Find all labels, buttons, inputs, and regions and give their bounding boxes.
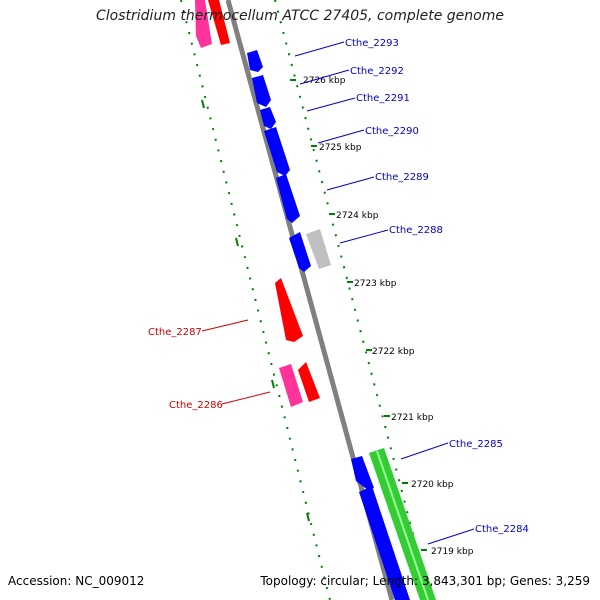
reverse-dotted-track <box>274 0 431 600</box>
kbp-label: 2720 kbp <box>411 480 454 490</box>
kbp-label: 2722 kbp <box>372 347 415 357</box>
label-connector <box>339 229 389 244</box>
other-feature-arrow-cthe-2288[interactable] <box>306 229 331 269</box>
label-connector <box>317 129 365 144</box>
gene-label-cthe-2287[interactable]: Cthe_2287 <box>148 327 202 338</box>
reverse-gene-features <box>247 50 436 600</box>
gene-label-cthe-2292[interactable]: Cthe_2292 <box>350 66 404 77</box>
label-connector <box>201 319 249 332</box>
rrna-feature-highlight <box>376 450 429 600</box>
label-connector <box>306 97 356 112</box>
kbp-label: 2725 kbp <box>319 143 362 153</box>
label-connector <box>400 442 449 460</box>
gene-label-cthe-2291[interactable]: Cthe_2291 <box>356 93 410 104</box>
kbp-label: 2723 kbp <box>354 279 397 289</box>
pseudo-gene-arrow[interactable] <box>195 0 212 48</box>
genome-title: Clostridium thermocellum ATCC 27405, com… <box>96 8 504 24</box>
pseudo-gene-arrow-cthe-2286[interactable] <box>279 364 303 407</box>
forward-tick-mark <box>201 99 205 109</box>
label-connector <box>221 391 271 405</box>
accession-label: Accession: NC_009012 <box>8 574 145 588</box>
forward-tick-mark <box>235 237 239 247</box>
reverse-gene-arrow-cthe-2289[interactable] <box>276 174 300 223</box>
label-connector <box>326 176 375 191</box>
reverse-gene-arrow-cthe-2290[interactable] <box>264 127 290 176</box>
gene-label-cthe-2285[interactable]: Cthe_2285 <box>449 439 503 450</box>
gene-label-cthe-2290[interactable]: Cthe_2290 <box>365 126 419 137</box>
forward-gene-arrow-cthe-2287[interactable] <box>275 278 303 342</box>
reverse-gene-arrow-cthe-2284[interactable] <box>359 486 410 600</box>
reverse-gene-arrow-cthe-2293[interactable] <box>247 50 263 72</box>
reverse-gene-arrow-cthe-2285[interactable] <box>351 456 374 490</box>
label-connector <box>294 41 345 57</box>
dotted-tracks <box>180 0 431 600</box>
kbp-label: 2726 kbp <box>303 76 346 86</box>
reverse-gene-arrow-cthe-2291[interactable] <box>260 107 276 129</box>
kbp-label: 2721 kbp <box>391 413 434 423</box>
forward-tick-mark <box>271 379 275 389</box>
forward-dotted-track <box>180 0 331 600</box>
forward-tick-mark <box>306 512 310 522</box>
gene-label-cthe-2286[interactable]: Cthe_2286 <box>169 400 223 411</box>
reverse-gene-arrow-cthe-2292[interactable] <box>252 75 271 107</box>
genome-summary: Topology: circular; Length: 3,843,301 bp… <box>260 574 590 588</box>
gene-label-cthe-2288[interactable]: Cthe_2288 <box>389 225 443 236</box>
gene-label-connectors <box>201 41 475 545</box>
forward-gene-arrow[interactable] <box>208 0 230 45</box>
label-connector <box>299 69 350 85</box>
forward-gene-features <box>195 0 320 407</box>
kbp-label: 2719 kbp <box>431 547 474 557</box>
kbp-label: 2724 kbp <box>336 211 379 221</box>
label-connector <box>427 528 475 545</box>
gene-label-cthe-2284[interactable]: Cthe_2284 <box>475 524 529 535</box>
forward-gene-arrow-cthe-2286[interactable] <box>298 362 320 402</box>
gene-label-cthe-2289[interactable]: Cthe_2289 <box>375 172 429 183</box>
gene-label-cthe-2293[interactable]: Cthe_2293 <box>345 38 399 49</box>
reverse-gene-arrow-cthe-2288[interactable] <box>289 232 311 272</box>
kbp-tick-marks <box>290 79 427 551</box>
